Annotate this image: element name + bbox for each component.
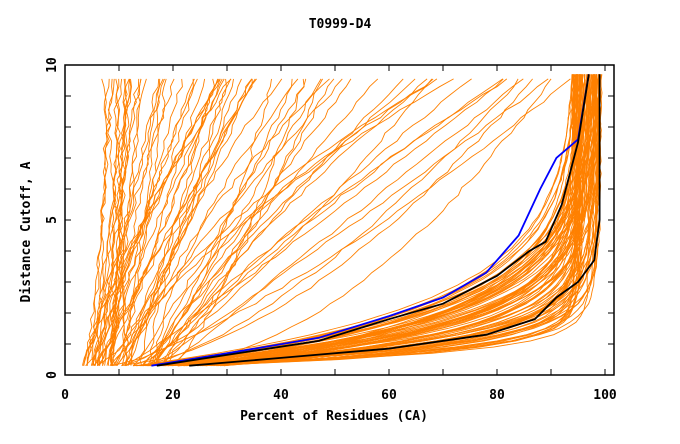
model-series-line xyxy=(112,78,167,366)
model-series-line xyxy=(115,78,434,366)
model-series-line xyxy=(98,78,164,366)
model-series-line xyxy=(163,74,590,367)
model-series-line xyxy=(143,78,519,367)
x-tick-label: 80 xyxy=(489,388,505,403)
model-series-line xyxy=(103,78,165,366)
model-series-line xyxy=(110,78,343,366)
model-series-line xyxy=(148,78,335,367)
x-axis-label: Percent of Residues (CA) xyxy=(240,409,428,424)
model-series-line xyxy=(130,78,438,366)
model-series-line xyxy=(158,78,323,367)
model-series-line xyxy=(106,78,225,366)
model-series-line xyxy=(125,78,504,367)
model-series-line xyxy=(163,78,428,366)
model-series-line xyxy=(138,78,330,366)
model-series-line xyxy=(109,78,147,366)
model-series-line xyxy=(116,78,227,366)
x-tick-label: 60 xyxy=(381,388,397,403)
y-tick-label: 5 xyxy=(45,216,60,224)
ticks-group xyxy=(64,64,614,376)
model-series-line xyxy=(135,74,579,367)
model-series-line xyxy=(132,78,307,367)
model-series-line xyxy=(95,78,132,366)
x-tick-label: 20 xyxy=(165,388,181,403)
blue-series-line xyxy=(151,74,590,367)
model-series-line xyxy=(148,78,472,367)
model-series-line xyxy=(149,78,549,367)
model-series-line xyxy=(160,74,586,367)
model-series-line xyxy=(132,78,433,367)
model-series-line xyxy=(110,78,119,366)
model-series-line xyxy=(149,74,579,367)
model-series-line xyxy=(186,74,598,367)
model-series-line xyxy=(109,78,234,366)
model-series-line xyxy=(149,78,283,366)
model-series-line xyxy=(156,78,454,366)
model-series-line xyxy=(164,74,575,367)
model-series-line xyxy=(98,78,256,366)
model-series-line xyxy=(86,78,142,366)
model-series-line xyxy=(91,78,195,366)
y-tick-label: 0 xyxy=(45,371,60,379)
model-series-line xyxy=(220,74,597,367)
model-series-line xyxy=(107,78,132,366)
model-series-line xyxy=(153,78,299,366)
series-group xyxy=(81,74,603,367)
model-series-line xyxy=(124,78,253,366)
model-series-line xyxy=(136,74,573,367)
model-series-line xyxy=(147,78,552,367)
model-series-line xyxy=(127,78,253,366)
model-series-line xyxy=(177,74,576,367)
model-series-line xyxy=(167,78,524,367)
model-series-line xyxy=(121,78,533,367)
model-series-line xyxy=(97,78,123,366)
model-series-line xyxy=(148,74,595,367)
black-1-series-line xyxy=(156,74,590,367)
x-tick-label: 0 xyxy=(61,388,69,403)
model-series-line xyxy=(142,78,352,366)
model-series-line xyxy=(114,78,206,366)
x-tick-label: 100 xyxy=(593,388,617,403)
model-series-line xyxy=(177,74,588,367)
model-series-line xyxy=(92,78,194,366)
model-series-line xyxy=(137,74,577,367)
model-series-line xyxy=(109,78,126,366)
model-series-line xyxy=(200,74,586,367)
y-axis-label: Distance Cutoff, A xyxy=(19,161,34,302)
black-2-series-line xyxy=(189,74,601,367)
x-tick-label: 40 xyxy=(273,388,289,403)
y-tick-label: 10 xyxy=(45,57,60,73)
model-series-line xyxy=(205,74,598,367)
model-series-line xyxy=(124,78,272,367)
model-series-line xyxy=(91,78,113,366)
chart-title: T0999-D4 xyxy=(309,17,372,32)
model-series-line xyxy=(171,74,586,367)
model-series-line xyxy=(90,78,221,366)
model-series-line xyxy=(185,74,601,367)
model-series-line xyxy=(173,78,305,366)
